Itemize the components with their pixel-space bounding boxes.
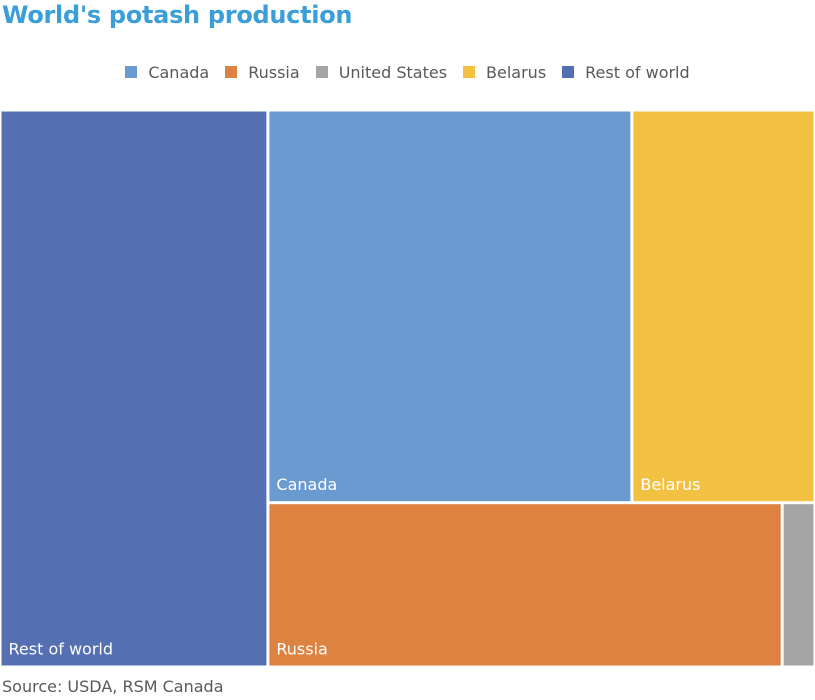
legend-swatch-canada xyxy=(125,66,138,78)
legend-label-canada: Canada xyxy=(148,62,210,82)
treemap-label-rest-of-world: Rest of world xyxy=(9,640,114,659)
treemap-rect-rest-of-world xyxy=(1,111,267,666)
legend-item-canada: Canada xyxy=(125,63,209,82)
treemap-rect-canada xyxy=(269,111,631,502)
chart-legend: Canada Russia United States Belarus Rest… xyxy=(0,59,815,85)
chart-source: Source: USDA, RSM Canada xyxy=(2,677,224,696)
treemap-rect-united-states xyxy=(783,504,814,666)
legend-item-russia: Russia xyxy=(225,62,300,82)
treemap-cell-united-states xyxy=(783,504,814,666)
treemap-label-canada: Canada xyxy=(276,475,337,494)
legend-label-rest-of-world: Rest of world xyxy=(585,62,690,82)
legend-swatch-rest-of-world xyxy=(562,66,575,78)
legend-swatch-united-states xyxy=(315,66,328,78)
treemap-plot: Rest of world Canada Belarus Russia xyxy=(1,111,814,666)
legend-label-united-states: United States xyxy=(338,62,448,82)
chart-title: World's potash production xyxy=(2,1,353,29)
legend-item-united-states: United States xyxy=(315,62,448,82)
legend-label-russia: Russia xyxy=(248,62,300,82)
treemap-rect-russia xyxy=(269,504,781,666)
treemap-cell-russia: Russia xyxy=(269,504,781,666)
treemap-label-belarus: Belarus xyxy=(640,475,700,494)
treemap-cell-rest-of-world: Rest of world xyxy=(1,111,267,666)
legend-swatch-russia xyxy=(225,66,238,78)
treemap-cell-canada: Canada xyxy=(269,111,631,502)
legend-label-belarus: Belarus xyxy=(486,62,547,82)
treemap-rect-belarus xyxy=(633,111,814,502)
treemap-label-russia: Russia xyxy=(276,640,327,659)
legend-item-rest-of-world: Rest of world xyxy=(562,63,690,82)
legend-item-belarus: Belarus xyxy=(463,63,546,82)
legend-swatch-belarus xyxy=(463,66,476,78)
treemap-cell-belarus: Belarus xyxy=(633,111,814,502)
